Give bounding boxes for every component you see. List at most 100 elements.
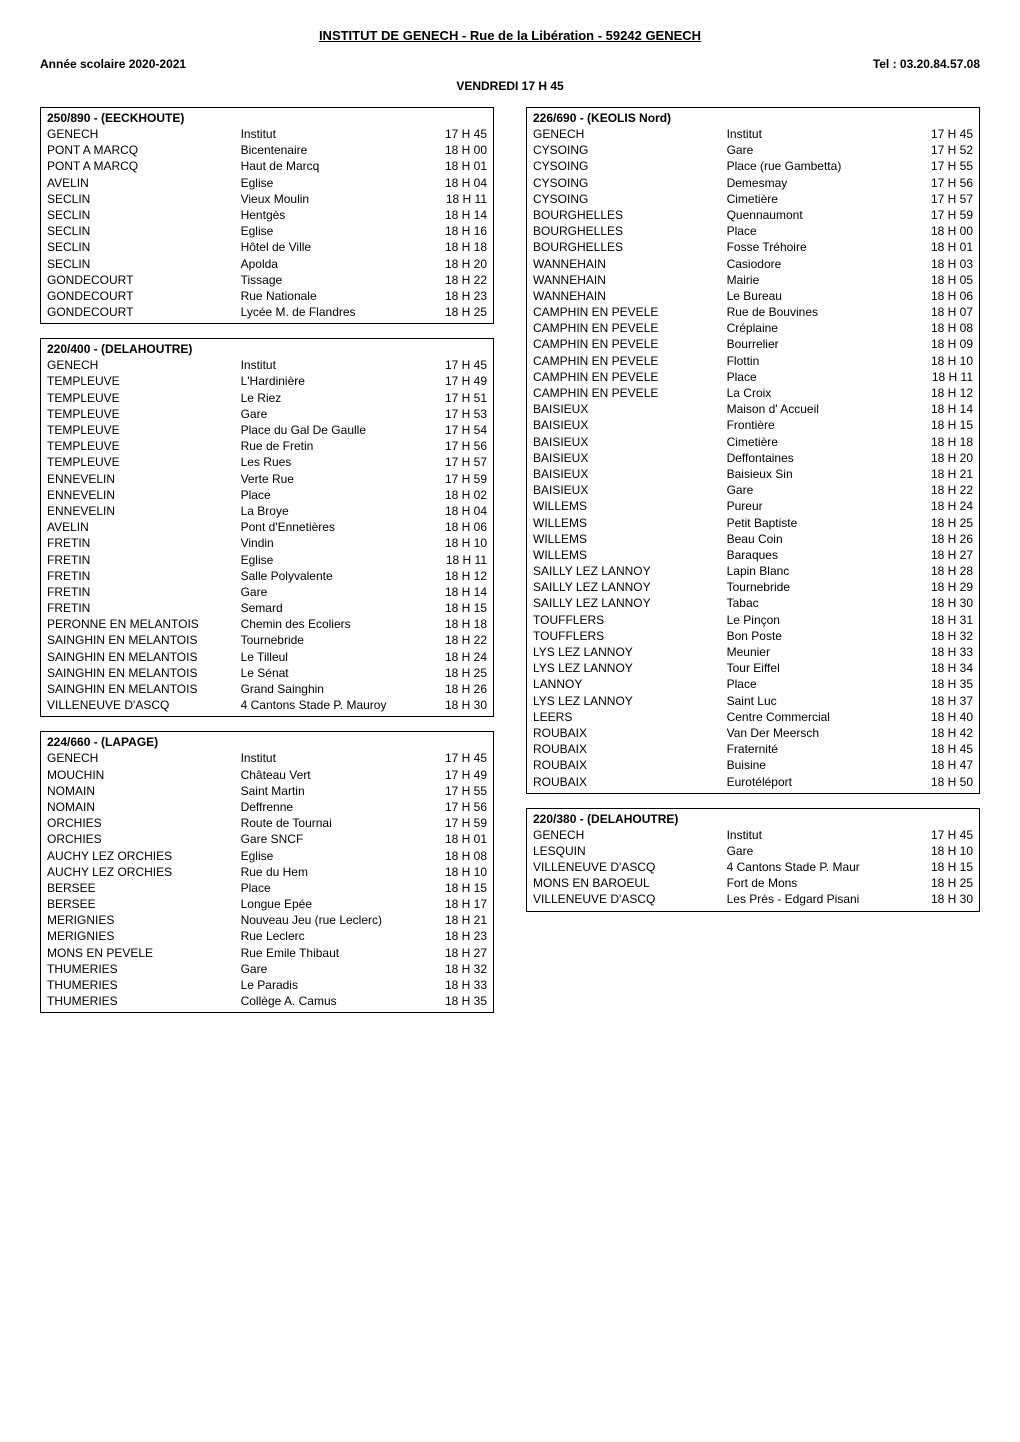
stop-name: MERIGNIES bbox=[47, 928, 241, 944]
schedule-row: SAILLY LEZ LANNOYLapin Blanc18 H 28 bbox=[527, 563, 979, 579]
schedule-row: MERIGNIESNouveau Jeu (rue Leclerc)18 H 2… bbox=[41, 912, 493, 928]
schedule-row: NOMAINSaint Martin17 H 55 bbox=[41, 783, 493, 799]
stop-name: SECLIN bbox=[47, 256, 241, 272]
schedule-row: CAMPHIN EN PEVELECréplaine18 H 08 bbox=[527, 320, 979, 336]
stop-name: TEMPLEUVE bbox=[47, 454, 241, 470]
schedule-row: WANNEHAINMairie18 H 05 bbox=[527, 272, 979, 288]
schedule-row: SAINGHIN EN MELANTOISLe Sénat18 H 25 bbox=[41, 665, 493, 681]
schedule-row: ORCHIESRoute de Tournai17 H 59 bbox=[41, 815, 493, 831]
stop-place: Baraques bbox=[727, 547, 919, 563]
stop-place: Rue Leclerc bbox=[241, 928, 433, 944]
stop-place: Buisine bbox=[727, 757, 919, 773]
stop-place: Eglise bbox=[241, 223, 433, 239]
stop-place: Rue du Hem bbox=[241, 864, 433, 880]
schedule-row: GENECHInstitut17 H 45 bbox=[527, 827, 979, 843]
schedule-row: TEMPLEUVEPlace du Gal De Gaulle17 H 54 bbox=[41, 422, 493, 438]
stop-place: Longue Epée bbox=[241, 896, 433, 912]
stop-time: 18 H 25 bbox=[433, 304, 487, 320]
stop-time: 18 H 27 bbox=[919, 547, 973, 563]
stop-name: CYSOING bbox=[533, 175, 727, 191]
stop-time: 17 H 45 bbox=[433, 357, 487, 373]
stop-time: 18 H 10 bbox=[919, 843, 973, 859]
stop-time: 17 H 53 bbox=[433, 406, 487, 422]
stop-place: La Broye bbox=[241, 503, 433, 519]
stop-time: 17 H 45 bbox=[433, 750, 487, 766]
schedule-row: TEMPLEUVELe Riez17 H 51 bbox=[41, 390, 493, 406]
stop-name: MONS EN BAROEUL bbox=[533, 875, 727, 891]
stop-name: GENECH bbox=[47, 357, 241, 373]
stop-name: WANNEHAIN bbox=[533, 256, 727, 272]
stop-place: Château Vert bbox=[241, 767, 433, 783]
stop-place: Les Près - Edgard Pisani bbox=[727, 891, 919, 907]
schedule-row: ENNEVELINPlace18 H 02 bbox=[41, 487, 493, 503]
stop-place: Cimetière bbox=[727, 434, 919, 450]
schedule-row: LESQUINGare18 H 10 bbox=[527, 843, 979, 859]
stop-place: Bon Poste bbox=[727, 628, 919, 644]
schedule-row: SECLINVieux Moulin18 H 11 bbox=[41, 191, 493, 207]
stop-name: CAMPHIN EN PEVELE bbox=[533, 369, 727, 385]
stop-place: Fosse Tréhoire bbox=[727, 239, 919, 255]
stop-place: Vieux Moulin bbox=[241, 191, 433, 207]
left-column: 250/890 - (EECKHOUTE)GENECHInstitut17 H … bbox=[40, 107, 494, 1013]
stop-name: BAISIEUX bbox=[533, 417, 727, 433]
schedule-row: TOUFFLERSLe Pinçon18 H 31 bbox=[527, 612, 979, 628]
schedule-row: PERONNE EN MELANTOISChemin des Ecoliers1… bbox=[41, 616, 493, 632]
stop-time: 18 H 26 bbox=[433, 681, 487, 697]
schedule-row: GENECHInstitut17 H 45 bbox=[527, 126, 979, 142]
schedule-row: BOURGHELLESPlace18 H 00 bbox=[527, 223, 979, 239]
schedule-row: ROUBAIXBuisine18 H 47 bbox=[527, 757, 979, 773]
stop-place: Meunier bbox=[727, 644, 919, 660]
stop-time: 18 H 01 bbox=[433, 158, 487, 174]
stop-time: 18 H 50 bbox=[919, 774, 973, 790]
stop-time: 18 H 22 bbox=[433, 632, 487, 648]
schedule-row: ROUBAIXVan Der Meersch18 H 42 bbox=[527, 725, 979, 741]
schedule-row: PONT A MARCQBicentenaire18 H 00 bbox=[41, 142, 493, 158]
stop-time: 18 H 24 bbox=[919, 498, 973, 514]
stop-place: L'Hardinière bbox=[241, 373, 433, 389]
schedule-row: SECLINApolda18 H 20 bbox=[41, 256, 493, 272]
stop-place: Tour Eiffel bbox=[727, 660, 919, 676]
stop-place: Place (rue Gambetta) bbox=[727, 158, 919, 174]
stop-time: 17 H 45 bbox=[919, 827, 973, 843]
stop-name: ROUBAIX bbox=[533, 741, 727, 757]
stop-name: CAMPHIN EN PEVELE bbox=[533, 385, 727, 401]
stop-name: FRETIN bbox=[47, 552, 241, 568]
stop-place: Pont d'Ennetières bbox=[241, 519, 433, 535]
stop-time: 18 H 29 bbox=[919, 579, 973, 595]
stop-place: Verte Rue bbox=[241, 471, 433, 487]
schedule-row: CAMPHIN EN PEVELEBourrelier18 H 09 bbox=[527, 336, 979, 352]
stop-time: 18 H 32 bbox=[919, 628, 973, 644]
block-title: 226/690 - (KEOLIS Nord) bbox=[527, 108, 979, 126]
stop-time: 18 H 08 bbox=[919, 320, 973, 336]
stop-time: 17 H 59 bbox=[433, 471, 487, 487]
stop-time: 18 H 09 bbox=[919, 336, 973, 352]
schedule-row: VILLENEUVE D'ASCQ4 Cantons Stade P. Maur… bbox=[41, 697, 493, 716]
stop-time: 18 H 17 bbox=[433, 896, 487, 912]
stop-time: 18 H 14 bbox=[919, 401, 973, 417]
schedule-row: MONS EN BAROEULFort de Mons18 H 25 bbox=[527, 875, 979, 891]
stop-place: Place bbox=[241, 880, 433, 896]
stop-time: 18 H 22 bbox=[433, 272, 487, 288]
stop-name: GONDECOURT bbox=[47, 272, 241, 288]
schedule-row: GONDECOURTRue Nationale18 H 23 bbox=[41, 288, 493, 304]
schedule-row: CYSOINGPlace (rue Gambetta)17 H 55 bbox=[527, 158, 979, 174]
stop-time: 18 H 06 bbox=[919, 288, 973, 304]
stop-name: CAMPHIN EN PEVELE bbox=[533, 304, 727, 320]
block-title: 224/660 - (LAPAGE) bbox=[41, 732, 493, 750]
stop-name: CYSOING bbox=[533, 191, 727, 207]
schedule-row: LYS LEZ LANNOYTour Eiffel18 H 34 bbox=[527, 660, 979, 676]
stop-name: GONDECOURT bbox=[47, 288, 241, 304]
schedule-row: GENECHInstitut17 H 45 bbox=[41, 126, 493, 142]
schedule-row: THUMERIESLe Paradis18 H 33 bbox=[41, 977, 493, 993]
stop-place: Gare bbox=[241, 584, 433, 600]
stop-name: BAISIEUX bbox=[533, 466, 727, 482]
stop-name: LESQUIN bbox=[533, 843, 727, 859]
stop-time: 18 H 26 bbox=[919, 531, 973, 547]
stop-place: Centre Commercial bbox=[727, 709, 919, 725]
stop-place: Lycée M. de Flandres bbox=[241, 304, 433, 320]
stop-time: 17 H 55 bbox=[919, 158, 973, 174]
stop-place: Les Rues bbox=[241, 454, 433, 470]
columns: 250/890 - (EECKHOUTE)GENECHInstitut17 H … bbox=[40, 107, 980, 1013]
stop-place: Grand Sainghin bbox=[241, 681, 433, 697]
stop-time: 18 H 31 bbox=[919, 612, 973, 628]
